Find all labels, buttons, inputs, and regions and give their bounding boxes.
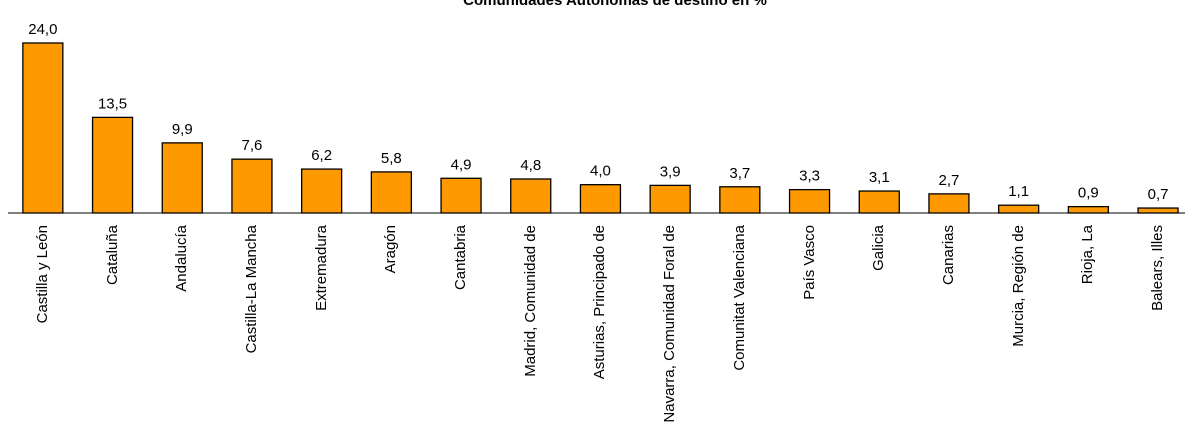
bar: [370, 171, 413, 214]
x-tick-label: Andalucía: [173, 225, 191, 292]
value-label: 9,9: [172, 121, 193, 138]
x-tick-label: País Vasco: [800, 225, 818, 300]
x-tick-label: Balears, Illes: [1149, 225, 1167, 311]
value-label: 24,0: [28, 21, 57, 38]
bar: [300, 168, 343, 214]
chart-title: Comunidades Autónomas de destino en %: [463, 0, 767, 9]
value-label: 13,5: [98, 95, 127, 112]
value-label: 3,1: [869, 169, 890, 186]
bar: [788, 188, 831, 214]
value-label: 0,7: [1148, 186, 1169, 203]
x-tick-label: Canarias: [939, 225, 957, 286]
value-label: 0,9: [1078, 185, 1099, 202]
value-label: 3,3: [799, 168, 820, 185]
x-tick-label: Galicia: [870, 225, 888, 271]
x-tick-label: Castilla-La Mancha: [242, 225, 260, 354]
value-label: 5,8: [381, 150, 402, 167]
x-tick-label: Aragón: [382, 225, 400, 274]
bar: [231, 158, 273, 214]
value-label: 2,7: [939, 172, 960, 189]
bar: [719, 186, 761, 214]
value-label: 7,6: [242, 137, 263, 154]
x-tick-label: Rioja, La: [1079, 225, 1097, 285]
x-tick-label: Madrid, Comunidad de: [521, 225, 539, 377]
bar: [91, 116, 134, 214]
bar: [1137, 207, 1179, 214]
value-label: 4,0: [590, 163, 611, 180]
value-label: 4,8: [520, 157, 541, 174]
bar: [161, 142, 203, 214]
bar: [579, 184, 622, 214]
value-label: 1,1: [1008, 183, 1029, 200]
bar: [1067, 205, 1109, 214]
x-tick-label: Cataluña: [103, 225, 121, 286]
value-label: 3,7: [729, 165, 750, 182]
bar: [440, 177, 482, 214]
bar: [858, 190, 900, 214]
x-tick-label: Extremadura: [312, 225, 330, 311]
x-tick-label: Asturias, Principado de: [591, 225, 609, 380]
value-label: 6,2: [311, 147, 332, 164]
value-label: 3,9: [660, 163, 681, 180]
value-label: 4,9: [451, 156, 472, 173]
bar: [998, 204, 1040, 214]
bar: [22, 42, 64, 214]
bar: [649, 184, 691, 214]
x-tick-label: Cantabria: [452, 225, 470, 291]
x-tick-label: Navarra, Comunidad Foral de: [661, 225, 679, 423]
bar: [510, 178, 552, 214]
x-tick-label: Murcia, Región de: [1009, 225, 1027, 347]
x-tick-label: Comunitat Valenciana: [730, 225, 748, 371]
x-tick-label: Castilla y León: [33, 225, 51, 324]
bar: [928, 193, 970, 214]
